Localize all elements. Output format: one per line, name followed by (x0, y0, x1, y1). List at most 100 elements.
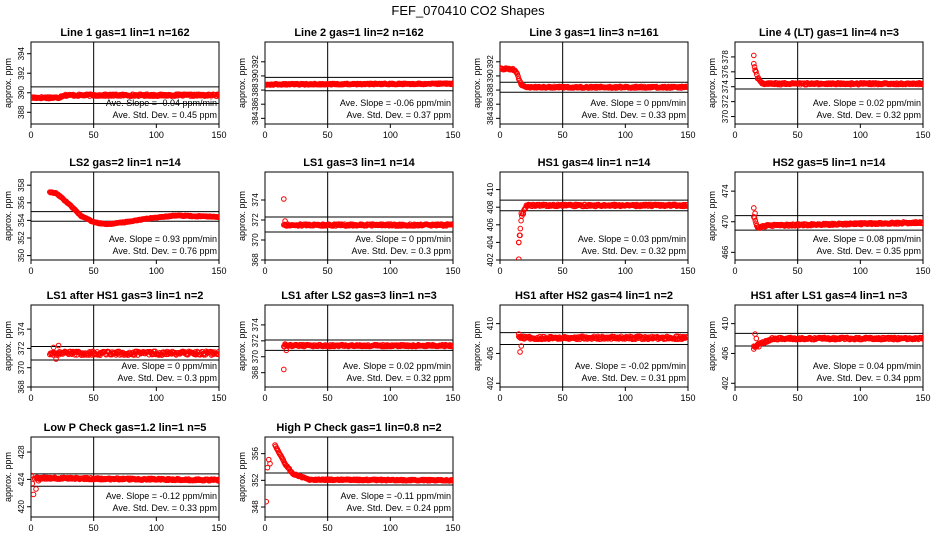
data-points (281, 341, 453, 373)
y-tick-label: 348 (251, 500, 260, 514)
y-axis-label: approx. ppm (3, 321, 13, 371)
reference-lines (500, 305, 688, 387)
slope-stat: Ave. Slope = 0.08 ppm/min (813, 234, 921, 244)
data-point (216, 214, 219, 221)
y-tick-label: 390 (486, 69, 495, 83)
data-point (215, 478, 219, 484)
y-tick-label: 374 (721, 80, 730, 94)
data-point (265, 464, 271, 471)
std-dev-stat: Ave. Std. Dev. = 0.33 ppm (582, 110, 686, 120)
y-tick-label: 410 (486, 182, 495, 196)
plot-frame (264, 436, 454, 518)
x-tick-label: 150 (680, 130, 695, 140)
y-tick-label: 404 (486, 235, 495, 249)
x-tick-label: 100 (618, 393, 633, 403)
y-tick-label: 356 (251, 446, 260, 460)
data-point (516, 256, 522, 260)
std-dev-stat: Ave. Std. Dev. = 0.3 ppm (352, 246, 451, 256)
x-tick-label: 100 (149, 393, 164, 403)
x-tick-label: 0 (497, 266, 502, 276)
data-point (31, 472, 34, 479)
y-tick-label: 370 (721, 109, 730, 123)
y-tick-label: 410 (486, 316, 495, 330)
data-point (919, 220, 923, 227)
slope-stat: Ave. Slope = -0.02 ppm/min (575, 361, 686, 371)
y-tick-label: 386 (486, 97, 495, 111)
x-tick-label: 100 (853, 393, 868, 403)
data-points (751, 205, 923, 231)
y-axis-label: approx. ppm (707, 58, 717, 108)
data-point (31, 491, 37, 498)
y-tick-label: 376 (721, 65, 730, 79)
y-tick-label: 386 (251, 97, 260, 111)
y-tick-label: 384 (251, 111, 260, 125)
slope-stat: Ave. Slope = 0 ppm/min (355, 234, 451, 244)
y-axis-label: approx. ppm (3, 58, 13, 108)
data-point (450, 343, 453, 349)
y-tick-label: 352 (17, 231, 26, 245)
plot-frame (30, 41, 220, 125)
y-tick-label: 372 (721, 94, 730, 108)
data-point (450, 80, 453, 87)
x-tick-label: 150 (211, 523, 226, 533)
std-dev-stat: Ave. Std. Dev. = 0.33 ppm (113, 503, 217, 513)
y-tick-label: 370 (17, 360, 26, 374)
data-point (216, 348, 219, 355)
slope-stat: Ave. Slope = 0.03 ppm/min (578, 234, 686, 244)
data-points (516, 331, 688, 355)
y-axis-label: approx. ppm (472, 321, 482, 371)
data-point (450, 222, 453, 228)
x-tick-label: 150 (445, 266, 460, 276)
data-points (265, 442, 453, 505)
x-tick-label: 100 (149, 266, 164, 276)
chart-title: HS2 gas=5 lin=1 n=14 (773, 157, 887, 169)
y-tick-label: 392 (17, 66, 26, 80)
data-point (518, 217, 524, 224)
y-tick-label: 390 (17, 86, 26, 100)
x-tick-label: 150 (211, 393, 226, 403)
data-point (265, 498, 270, 505)
std-dev-stat: Ave. Std. Dev. = 0.24 ppm (347, 503, 451, 513)
x-tick-label: 100 (853, 130, 868, 140)
reference-lines (500, 172, 688, 260)
y-tick-label: 378 (721, 50, 730, 64)
chart-panel: HS2 gas=5 lin=1 n=14 approx. ppm 0 50 100 150… (707, 157, 931, 276)
data-point (919, 334, 923, 341)
data-point (50, 344, 57, 351)
x-tick-label: 100 (149, 523, 164, 533)
chart-panel: HS1 gas=4 lin=1 n=14 0 50 100 150 402 404 406 40… (486, 157, 696, 276)
data-point (214, 91, 219, 98)
slope-stat: Ave. Slope = 0.93 ppm/min (109, 234, 217, 244)
x-tick-label: 50 (323, 393, 333, 403)
slope-stat: Ave. Slope = 0.04 ppm/min (813, 361, 921, 371)
y-tick-label: 372 (17, 341, 26, 355)
data-points (47, 342, 219, 362)
x-tick-label: 0 (262, 130, 267, 140)
x-tick-label: 0 (732, 393, 737, 403)
y-tick-label: 354 (17, 213, 26, 227)
slope-stat: Ave. Slope = -0.04 ppm/min (106, 98, 217, 108)
slope-stat: Ave. Slope = -0.12 ppm/min (106, 491, 217, 501)
y-tick-label: 392 (251, 55, 260, 69)
y-tick-label: 370 (251, 350, 260, 364)
data-point (518, 343, 525, 349)
y-tick-label: 358 (17, 178, 26, 192)
data-points (751, 331, 923, 352)
x-tick-label: 100 (618, 130, 633, 140)
chart-panel: Line 2 gas=1 lin=2 n=162 approx. ppm 0 50 10… (237, 27, 461, 140)
x-tick-label: 50 (793, 393, 803, 403)
x-tick-label: 100 (149, 130, 164, 140)
x-tick-label: 100 (383, 130, 398, 140)
figure-title: FEF_070410 CO2 Shapes (391, 3, 545, 18)
data-point (517, 349, 523, 355)
x-tick-label: 150 (445, 130, 460, 140)
data-point (684, 83, 688, 90)
data-point (281, 196, 287, 202)
chart-panel: Line 4 (LT) gas=1 lin=4 n=3 approx. ppm 0 5… (707, 27, 931, 140)
y-tick-label: 350 (17, 248, 26, 262)
data-point (684, 201, 688, 208)
chart-panel: HS1 after LS1 gas=4 lin=1 n=3 approx. ppm… (707, 290, 931, 403)
data-points (31, 472, 219, 498)
x-tick-label: 0 (262, 523, 267, 533)
x-tick-label: 50 (89, 266, 99, 276)
